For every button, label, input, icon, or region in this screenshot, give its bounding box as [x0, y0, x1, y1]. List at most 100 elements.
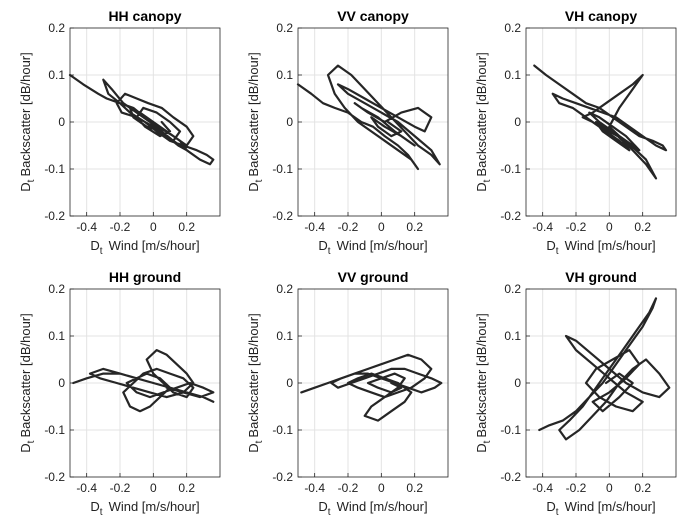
data-trace-1	[300, 353, 443, 422]
x-axis-label-subscript: t	[328, 507, 331, 518]
x-tick-label: 0	[378, 220, 385, 234]
y-tick-label: 0.1	[504, 68, 521, 82]
x-axis-label-text: Wind [m/s/hour]	[565, 238, 656, 253]
x-axis-label-prefix: D	[318, 238, 327, 253]
chart-panel-3: -0.4 -0.2 0 0.2 -0.2 -0.1 0 0.1 0.2 VH canopy Dt Wi…	[474, 8, 677, 257]
y-tick-label: 0.1	[48, 329, 65, 343]
x-tick-label: -0.4	[304, 481, 325, 495]
y-axis-label-subscript: t	[254, 440, 265, 443]
y-tick-label: -0.1	[272, 162, 293, 176]
y-tick-label: -0.2	[500, 470, 521, 484]
x-tick-label: 0.2	[406, 220, 423, 234]
x-axis-label-text: Wind [m/s/hour]	[337, 238, 428, 253]
y-tick-label: 0.2	[504, 282, 521, 296]
y-tick-label: 0.2	[276, 282, 293, 296]
x-axis-label-subscript: t	[100, 507, 103, 518]
y-axis-label-prefix: D	[246, 443, 261, 452]
data-trace-1	[538, 297, 671, 441]
y-axis-label-prefix: D	[474, 443, 489, 452]
x-tick-label: -0.2	[566, 481, 587, 495]
x-tick-label: 0	[150, 481, 157, 495]
x-axis-label: Dt Wind [m/s/hour]	[90, 499, 199, 518]
y-tick-label: -0.2	[500, 209, 521, 223]
x-axis-label-prefix: D	[318, 499, 327, 514]
chart-panel-5: -0.4 -0.2 0 0.2 -0.2 -0.1 0 0.1 0.2 VV ground Dt Wi…	[246, 269, 449, 518]
panel-title: VH ground	[565, 269, 637, 285]
panel-title: VH canopy	[565, 8, 638, 24]
y-axis-label-prefix: D	[246, 182, 261, 191]
y-axis-label-text: Backscatter [dB/hour]	[18, 313, 33, 437]
y-tick-label: 0	[286, 376, 293, 390]
x-axis-label-text: Wind [m/s/hour]	[109, 238, 200, 253]
x-axis-label: Dt Wind [m/s/hour]	[546, 499, 655, 518]
x-tick-label: -0.2	[110, 220, 131, 234]
y-tick-label: 0	[514, 376, 521, 390]
y-tick-label: 0.2	[504, 21, 521, 35]
x-axis-label-prefix: D	[90, 499, 99, 514]
y-axis-label-text: Backscatter [dB/hour]	[18, 52, 33, 176]
y-tick-label: -0.1	[500, 162, 521, 176]
x-tick-label: -0.4	[76, 481, 97, 495]
chart-panel-1: -0.4 -0.2 0 0.2 -0.2 -0.1 0 0.1 0.2 HH canopy Dt Wi…	[18, 8, 221, 257]
y-axis-label-text: Backscatter [dB/hour]	[474, 52, 489, 176]
data-trace-1	[72, 349, 215, 413]
panel-title: VV ground	[338, 269, 409, 285]
y-axis-label-subscript: t	[482, 179, 493, 182]
y-tick-label: 0	[58, 115, 65, 129]
y-axis-label-subscript: t	[254, 179, 265, 182]
y-tick-label: 0.2	[48, 282, 65, 296]
data-trace-1	[296, 64, 441, 171]
x-tick-label: -0.4	[532, 220, 553, 234]
x-axis-label-prefix: D	[546, 238, 555, 253]
x-tick-label: -0.4	[304, 220, 325, 234]
x-tick-label: -0.2	[338, 220, 359, 234]
y-axis-label-subscript: t	[482, 440, 493, 443]
chart-panel-6: -0.4 -0.2 0 0.2 -0.2 -0.1 0 0.1 0.2 VH ground Dt Wi…	[474, 269, 677, 518]
y-tick-label: -0.1	[44, 423, 65, 437]
data-trace-1	[68, 73, 215, 166]
y-tick-label: -0.1	[272, 423, 293, 437]
chart-panel-2: -0.4 -0.2 0 0.2 -0.2 -0.1 0 0.1 0.2 VV canopy Dt Wi…	[246, 8, 449, 257]
x-axis-label-subscript: t	[556, 507, 559, 518]
x-tick-label: 0	[150, 220, 157, 234]
y-tick-label: -0.2	[272, 209, 293, 223]
y-axis-label-prefix: D	[18, 443, 33, 452]
y-tick-label: -0.2	[44, 470, 65, 484]
x-tick-label: -0.2	[566, 220, 587, 234]
y-tick-label: 0.1	[48, 68, 65, 82]
y-axis-label-text: Backscatter [dB/hour]	[246, 52, 261, 176]
y-axis-label: Dt Backscatter [dB/hour]	[474, 52, 493, 191]
y-axis-label: Dt Backscatter [dB/hour]	[246, 313, 265, 452]
panel-grid: -0.4 -0.2 0 0.2 -0.2 -0.1 0 0.1 0.2 HH canopy Dt Wi…	[18, 8, 677, 518]
y-tick-label: 0.1	[504, 329, 521, 343]
y-axis-label-prefix: D	[18, 182, 33, 191]
y-tick-label: 0.2	[48, 21, 65, 35]
x-tick-label: -0.4	[532, 481, 553, 495]
y-tick-label: -0.2	[272, 470, 293, 484]
y-tick-label: -0.1	[44, 162, 65, 176]
x-axis-label-text: Wind [m/s/hour]	[337, 499, 428, 514]
x-tick-label: 0.2	[178, 220, 195, 234]
y-tick-label: 0.2	[276, 21, 293, 35]
x-tick-label: 0	[606, 220, 613, 234]
chart-panel-4: -0.4 -0.2 0 0.2 -0.2 -0.1 0 0.1 0.2 HH ground Dt Wi…	[18, 269, 221, 518]
x-tick-label: 0.2	[634, 220, 651, 234]
x-tick-label: 0.2	[634, 481, 651, 495]
x-axis-label-text: Wind [m/s/hour]	[109, 499, 200, 514]
x-tick-label: -0.2	[338, 481, 359, 495]
x-tick-label: 0.2	[178, 481, 195, 495]
x-tick-label: 0	[378, 481, 385, 495]
x-axis-label-prefix: D	[90, 238, 99, 253]
y-axis-label: Dt Backscatter [dB/hour]	[18, 313, 37, 452]
x-axis-label: Dt Wind [m/s/hour]	[318, 238, 427, 257]
data-trace-1	[533, 64, 668, 180]
y-tick-label: 0	[58, 376, 65, 390]
panel-title: HH ground	[109, 269, 181, 285]
y-axis-label: Dt Backscatter [dB/hour]	[474, 313, 493, 452]
x-tick-label: -0.4	[76, 220, 97, 234]
panel-title: VV canopy	[337, 8, 409, 24]
y-axis-label-subscript: t	[26, 179, 37, 182]
x-axis-label: Dt Wind [m/s/hour]	[546, 238, 655, 257]
y-axis-label-text: Backscatter [dB/hour]	[474, 313, 489, 437]
